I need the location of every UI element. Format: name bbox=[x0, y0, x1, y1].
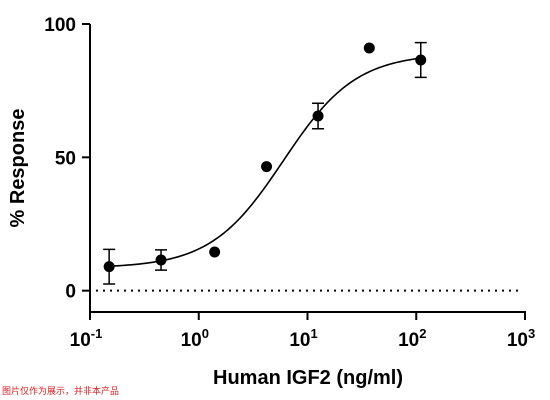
y-tick-label-1: 50 bbox=[55, 148, 76, 169]
x-tick-label-2: 101 bbox=[289, 326, 317, 351]
data-point-2 bbox=[209, 246, 221, 258]
y-tick-label-2: 100 bbox=[44, 15, 76, 36]
data-point-1 bbox=[155, 254, 167, 266]
data-point-0 bbox=[103, 261, 115, 273]
data-point-5 bbox=[363, 42, 375, 54]
data-points-layer bbox=[103, 41, 427, 285]
data-point-6 bbox=[415, 54, 427, 66]
footnote-text: 图片仅作为展示，并非本产品 bbox=[2, 387, 120, 397]
x-tick-label-3: 102 bbox=[398, 326, 426, 351]
x-tick-label-4: 103 bbox=[507, 326, 535, 351]
x-axis-title: Human IGF2 (ng/ml) bbox=[213, 367, 403, 389]
y-axis-title: % Response bbox=[7, 109, 29, 228]
data-point-4 bbox=[312, 110, 324, 122]
x-tick-label-0: 10-1 bbox=[70, 326, 103, 351]
data-point-3 bbox=[261, 161, 273, 173]
ticks-layer: 10-1 100 101 102 103 0 50 100 bbox=[44, 15, 535, 351]
y-tick-label-0: 0 bbox=[65, 282, 76, 303]
x-tick-label-1: 100 bbox=[181, 326, 209, 351]
axes bbox=[89, 24, 526, 313]
